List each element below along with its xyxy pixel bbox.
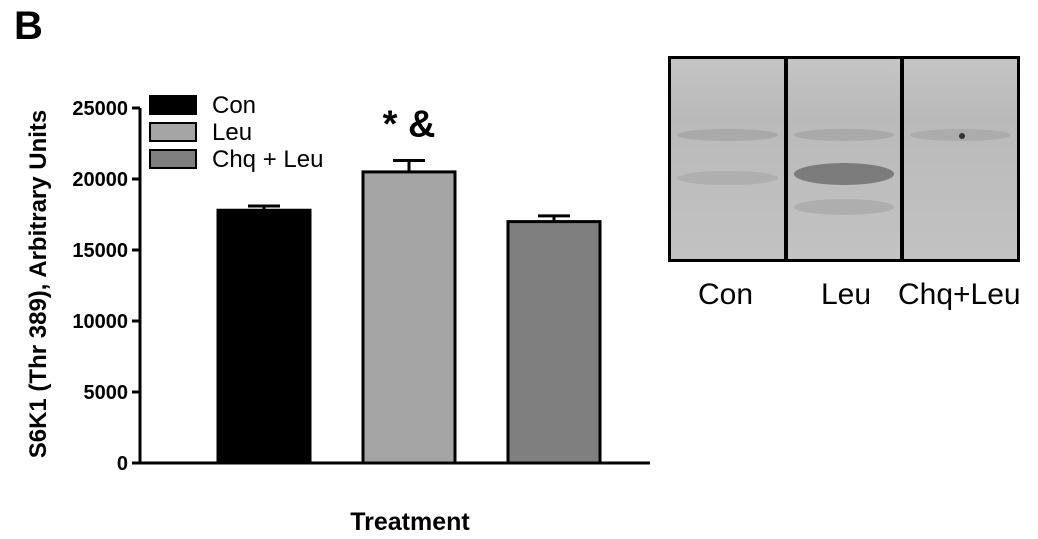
y-tick-label: 10000: [72, 311, 128, 333]
legend-swatch: [149, 95, 197, 115]
y-tick-label: 20000: [72, 169, 128, 191]
y-tick-label: 25000: [72, 98, 128, 120]
blot-speck: [959, 133, 966, 139]
y-axis-label: S6K1 (Thr 389), Arbitrary Units: [25, 110, 52, 459]
bar-0: [216, 208, 312, 465]
legend-label: Con: [212, 92, 256, 119]
legend-label: Leu: [212, 119, 252, 146]
blot-label-leu: Leu: [821, 278, 872, 311]
blot-band: [793, 129, 895, 141]
bar-chart: 0 5000 10000 15000 20000 25000 * & ConLeuChq …: [25, 92, 650, 536]
bar-1: [361, 170, 457, 465]
legend-swatch: [149, 122, 197, 142]
x-axis-label: Treatment: [350, 508, 470, 536]
blot-band: [793, 199, 895, 215]
legend-swatch: [149, 149, 197, 169]
blot-lane-leu: [783, 59, 901, 259]
blot-label-con: Con: [698, 278, 754, 311]
y-tick-label: 5000: [84, 382, 129, 404]
legend-label: Chq + Leu: [212, 146, 323, 173]
blot-lane-con: [671, 59, 784, 259]
western-blot-image: [668, 56, 1020, 262]
blot-lane-chq-leu: [900, 59, 1018, 259]
blot-band: [677, 129, 778, 141]
significance-annotation: * &: [383, 104, 436, 146]
blot-band: [677, 171, 778, 185]
blot-label-chq-leu: Chq+Leu: [898, 278, 1021, 311]
y-tick-label: 15000: [72, 240, 128, 262]
panel-label: B: [14, 4, 43, 48]
bar-2: [506, 220, 602, 465]
y-tick-label: 0: [117, 453, 128, 475]
blot-band: [793, 163, 895, 185]
bars: * &: [216, 104, 602, 465]
